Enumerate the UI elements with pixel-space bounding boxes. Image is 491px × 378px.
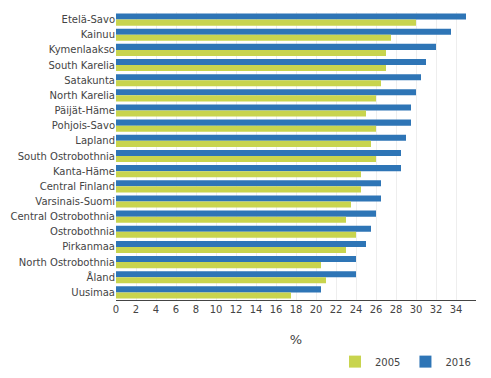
svg-text:26: 26 (370, 304, 383, 315)
svg-text:Kainuu: Kainuu (81, 29, 115, 40)
svg-text:22: 22 (330, 304, 343, 315)
svg-text:Kymenlaakso: Kymenlaakso (49, 44, 115, 55)
svg-text:North Ostrobothnia: North Ostrobothnia (19, 257, 115, 268)
svg-text:North Karelia: North Karelia (50, 90, 115, 101)
svg-text:Etelä-Savo: Etelä-Savo (62, 14, 115, 25)
svg-text:30: 30 (410, 304, 423, 315)
svg-text:20: 20 (310, 304, 323, 315)
svg-text:Ostrobothnia: Ostrobothnia (50, 226, 115, 237)
svg-text:32: 32 (430, 304, 443, 315)
svg-text:10: 10 (210, 304, 223, 315)
svg-text:16: 16 (270, 304, 283, 315)
svg-text:Uusimaa: Uusimaa (71, 287, 115, 298)
svg-text:Päijät-Häme: Päijät-Häme (55, 105, 115, 116)
svg-text:2: 2 (133, 304, 139, 315)
svg-text:4: 4 (153, 304, 159, 315)
svg-text:8: 8 (193, 304, 199, 315)
svg-text:Satakunta: Satakunta (64, 75, 115, 86)
svg-text:Pirkanmaa: Pirkanmaa (62, 241, 115, 252)
svg-text:0: 0 (113, 304, 119, 315)
svg-text:Central Finland: Central Finland (40, 181, 115, 192)
svg-text:South Karelia: South Karelia (49, 60, 115, 71)
svg-text:28: 28 (390, 304, 403, 315)
svg-text:2005: 2005 (375, 357, 400, 368)
svg-text:6: 6 (173, 304, 179, 315)
svg-text:18: 18 (290, 304, 303, 315)
svg-text:Central Ostrobothnia: Central Ostrobothnia (10, 211, 115, 222)
svg-text:14: 14 (250, 304, 263, 315)
svg-text:%: % (290, 332, 302, 347)
svg-text:Lapland: Lapland (75, 135, 115, 146)
svg-text:2016: 2016 (445, 357, 470, 368)
svg-text:Varsinais-Suomi: Varsinais-Suomi (35, 196, 115, 207)
svg-text:Kanta-Häme: Kanta-Häme (53, 166, 115, 177)
svg-text:South Ostrobothnia: South Ostrobothnia (18, 151, 115, 162)
svg-text:34: 34 (450, 304, 463, 315)
svg-text:24: 24 (350, 304, 363, 315)
svg-text:12: 12 (230, 304, 243, 315)
svg-text:Åland: Åland (87, 271, 115, 283)
svg-text:Pohjois-Savo: Pohjois-Savo (52, 120, 115, 131)
